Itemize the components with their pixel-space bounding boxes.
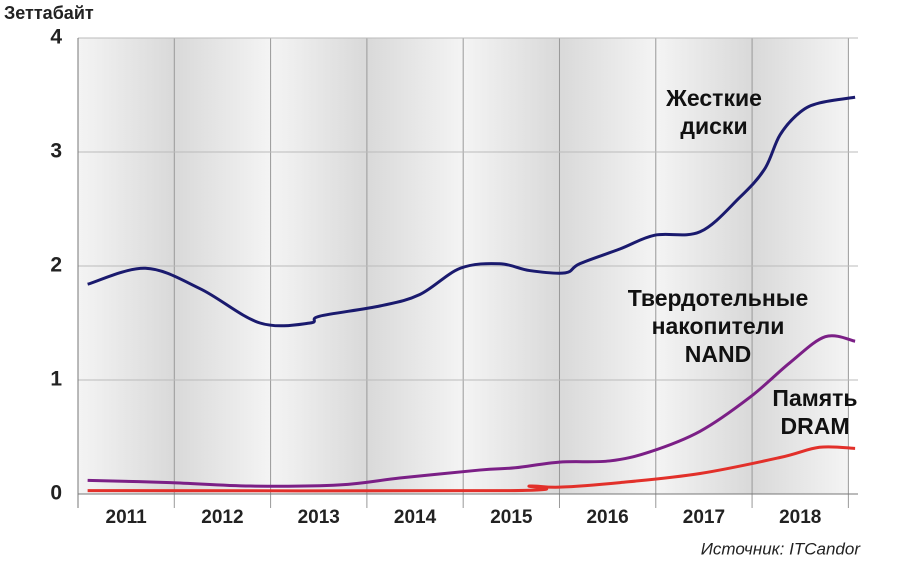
- series-label: накопители: [652, 313, 785, 339]
- x-tick-label: 2016: [586, 507, 628, 528]
- series-label: NAND: [685, 341, 751, 367]
- x-tick-label: 2017: [683, 507, 725, 528]
- y-tick-label: 3: [50, 140, 62, 163]
- x-tick-label: 2013: [298, 507, 340, 528]
- x-tick-label: 2014: [394, 507, 437, 528]
- x-tick-label: 2012: [201, 507, 243, 528]
- x-tick-label: 2011: [106, 507, 148, 528]
- y-axis-label: Зеттабайт: [4, 3, 94, 23]
- series-label: диски: [680, 113, 747, 139]
- y-tick-label: 0: [50, 482, 62, 505]
- series-label: Жесткие: [665, 85, 762, 111]
- source: Источник: ITCandor: [701, 539, 862, 558]
- y-tick-label: 2: [50, 254, 62, 277]
- line-series: [87, 445, 856, 493]
- y-tick-label: 1: [50, 368, 62, 391]
- series-label: Твердотельные: [628, 285, 809, 311]
- x-tick-label: 2015: [490, 507, 533, 528]
- line-series: [87, 95, 856, 328]
- line-series: [87, 334, 856, 488]
- series-label: DRAM: [781, 413, 850, 439]
- y-tick-label: 4: [50, 26, 62, 49]
- series-label: Память: [772, 385, 857, 411]
- x-tick-label: 2018: [779, 507, 821, 528]
